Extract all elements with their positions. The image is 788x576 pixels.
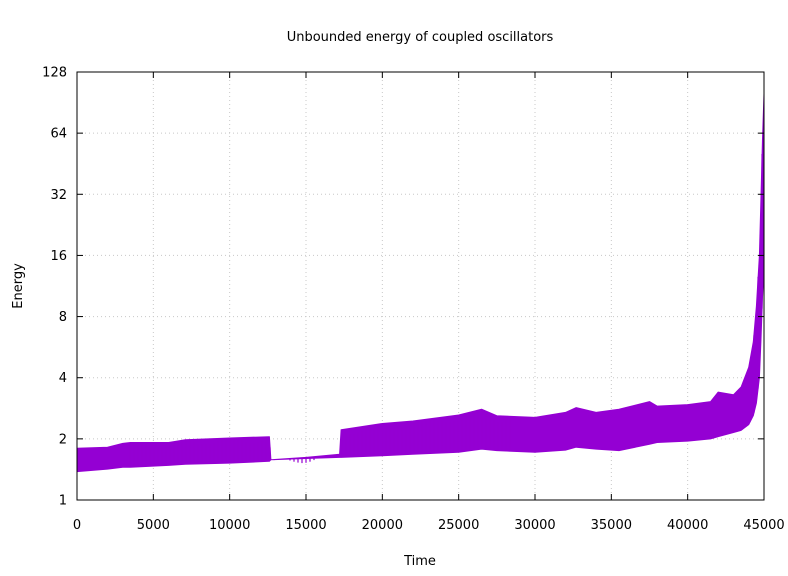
x-tick-label: 45000: [743, 518, 784, 533]
x-tick-label: 30000: [514, 518, 555, 533]
x-tick-label: 15000: [285, 518, 326, 533]
chart-title: Unbounded energy of coupled oscillators: [287, 30, 554, 45]
y-axis-label: Energy: [11, 263, 26, 309]
plot-frame: [76, 71, 765, 501]
x-tick-label: 20000: [362, 518, 403, 533]
x-tick-label: 40000: [667, 518, 708, 533]
energy-band: [76, 93, 765, 473]
x-axis-label: Time: [403, 554, 436, 569]
y-tick-label: 32: [50, 188, 67, 203]
y-tick-label: 4: [59, 371, 67, 386]
axis-ticks: [76, 71, 765, 501]
y-tick-label: 1: [59, 494, 67, 509]
series-energy: [76, 93, 765, 473]
x-tick-label: 5000: [137, 518, 170, 533]
x-tick-label: 35000: [591, 518, 632, 533]
x-tick-label: 25000: [438, 518, 479, 533]
x-tick-label: 0: [73, 518, 81, 533]
x-tick-label: 10000: [209, 518, 250, 533]
y-tick-label: 16: [50, 249, 67, 264]
y-tick-labels: 1 2 4 8 16 32 64 128: [42, 66, 67, 509]
y-tick-label: 64: [50, 127, 67, 142]
y-tick-label: 8: [59, 310, 67, 325]
x-tick-labels: 0 5000 10000 15000 20000 25000 30000 35000 40000…: [73, 518, 785, 533]
y-tick-label: 2: [59, 432, 67, 447]
y-tick-label: 128: [42, 66, 67, 81]
